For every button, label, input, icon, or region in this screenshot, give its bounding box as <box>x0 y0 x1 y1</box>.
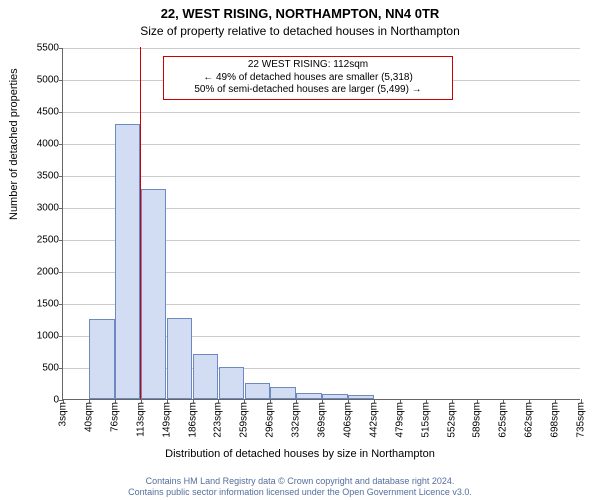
ytick-label: 3000 <box>37 203 63 214</box>
xtick-label: 406sqm <box>342 399 353 438</box>
annotation-line2: ← 49% of detached houses are smaller (5,… <box>168 72 448 85</box>
chart-title-line1: 22, WEST RISING, NORTHAMPTON, NN4 0TR <box>0 6 600 21</box>
ytick-label: 5500 <box>37 43 63 54</box>
ytick-label: 5000 <box>37 75 63 86</box>
plot-area: 0500100015002000250030003500400045005000… <box>62 48 580 400</box>
chart-container: 22, WEST RISING, NORTHAMPTON, NN4 0TR Si… <box>0 0 600 500</box>
ytick-label: 4000 <box>37 139 63 150</box>
ytick-label: 1500 <box>37 299 63 310</box>
xtick-label: 369sqm <box>317 399 328 438</box>
footer-line2: Contains public sector information licen… <box>0 487 600 498</box>
xtick-label: 735sqm <box>576 399 587 438</box>
ytick-label: 2500 <box>37 235 63 246</box>
bar <box>219 367 244 399</box>
bar <box>141 189 166 399</box>
ytick-label: 2000 <box>37 267 63 278</box>
ytick-label: 500 <box>42 363 63 374</box>
bar <box>193 354 218 399</box>
ytick-label: 1000 <box>37 331 63 342</box>
xtick-label: 149sqm <box>161 399 172 438</box>
xtick-label: 698sqm <box>550 399 561 438</box>
xtick-label: 259sqm <box>239 399 250 438</box>
xtick-label: 515sqm <box>420 399 431 438</box>
xtick-label: 479sqm <box>394 399 405 438</box>
ytick-label: 4500 <box>37 107 63 118</box>
x-axis-label: Distribution of detached houses by size … <box>0 448 600 460</box>
footer-line1: Contains HM Land Registry data © Crown c… <box>0 476 600 487</box>
annotation-line1: 22 WEST RISING: 112sqm <box>168 59 448 72</box>
xtick-label: 552sqm <box>446 399 457 438</box>
xtick-label: 589sqm <box>472 399 483 438</box>
xtick-label: 186sqm <box>187 399 198 438</box>
reference-line <box>140 47 141 399</box>
xtick-label: 332sqm <box>291 399 302 438</box>
xtick-label: 442sqm <box>368 399 379 438</box>
bar <box>89 319 114 399</box>
bar <box>115 124 140 399</box>
xtick-label: 662sqm <box>524 399 535 438</box>
bar <box>245 383 270 399</box>
xtick-label: 223sqm <box>213 399 224 438</box>
xtick-label: 76sqm <box>109 399 120 432</box>
annotation-line3: 50% of semi-detached houses are larger (… <box>168 84 448 97</box>
xtick-label: 40sqm <box>83 399 94 432</box>
xtick-label: 113sqm <box>135 399 146 437</box>
annotation-box: 22 WEST RISING: 112sqm← 49% of detached … <box>163 56 453 100</box>
chart-title-line2: Size of property relative to detached ho… <box>0 24 600 38</box>
xtick-label: 3sqm <box>58 399 69 426</box>
xtick-label: 296sqm <box>265 399 276 438</box>
footer-attribution: Contains HM Land Registry data © Crown c… <box>0 476 600 498</box>
ytick-label: 3500 <box>37 171 63 182</box>
xtick-label: 625sqm <box>498 399 509 438</box>
bar <box>270 387 295 399</box>
bar <box>167 318 192 399</box>
y-axis-label: Number of detached properties <box>8 68 20 220</box>
